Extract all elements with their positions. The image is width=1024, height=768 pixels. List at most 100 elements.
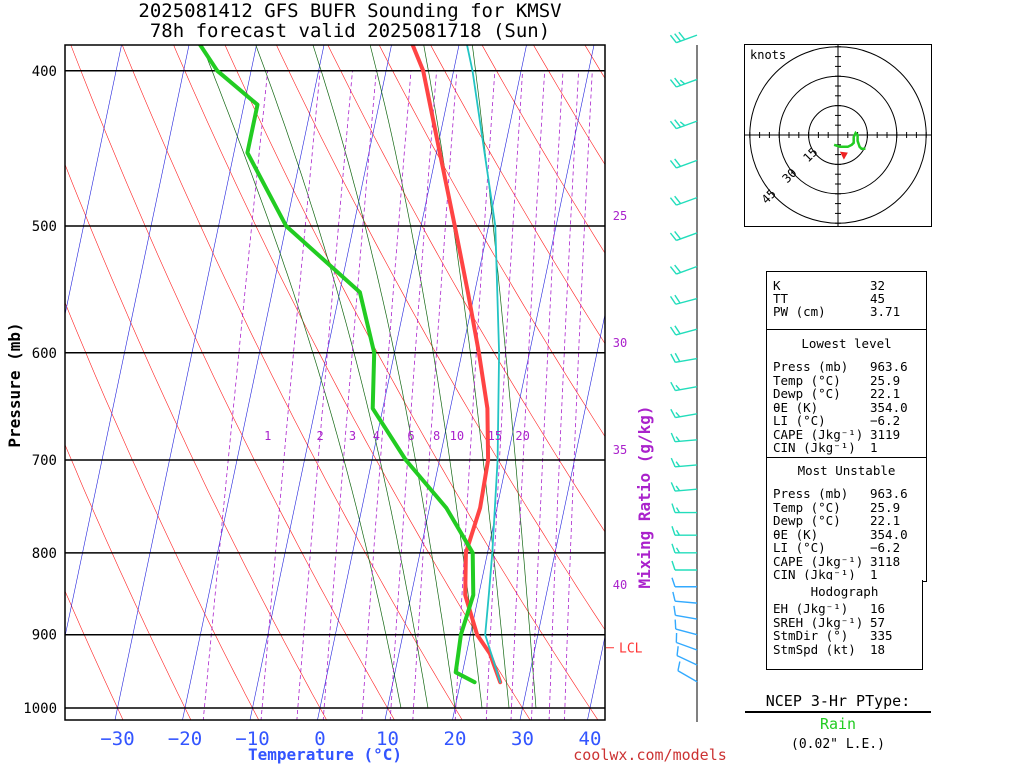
wind-barb <box>671 503 697 514</box>
barb-shaft <box>675 614 698 620</box>
barb-feather <box>674 619 677 630</box>
wind-barb <box>669 294 698 305</box>
lowest-level-row: CAPE (Jkg⁻¹) 3119 <box>773 428 920 441</box>
lowest-level-value: 22.1 <box>870 386 901 401</box>
ptype-title: NCEP 3-Hr PType: <box>765 692 911 710</box>
dry-adiabat <box>65 443 192 720</box>
hodograph-index-row: SREH (Jkg⁻¹) 57 <box>773 616 916 629</box>
most-unstable-title: Most Unstable <box>797 463 896 478</box>
pressure-tick-label: 700 <box>32 453 57 469</box>
mixing-ratio-line <box>296 70 353 720</box>
plot-frame <box>64 44 606 721</box>
hodograph-index-row: StmSpd (kt) 18 <box>773 643 916 656</box>
mixing-ratio-tick-label: 15 <box>488 429 502 443</box>
temperature-tick-label: 10 <box>376 728 399 750</box>
most-unstable-label: Temp (°C) <box>773 499 841 515</box>
index-label: TT <box>773 291 789 306</box>
wind-barb <box>672 591 698 604</box>
barb-shaft <box>676 265 698 275</box>
lowest-level-label: Press (mb) <box>773 359 849 374</box>
trace-dewpoint <box>197 45 477 685</box>
wind-barb <box>670 352 698 364</box>
lowest-level-value: −6.2 <box>870 413 901 428</box>
y-axis-label: Pressure (mb) <box>5 322 24 447</box>
hodograph-index-label: StmDir (°) <box>773 628 849 643</box>
x-axis-label: Temperature (°C) <box>248 745 402 764</box>
lowest-level-label: LI (°C) <box>773 413 826 428</box>
barb-feather <box>679 79 686 85</box>
most-unstable-label: CIN (Jkg⁻¹) <box>773 567 856 582</box>
temperature-tick-label: −20 <box>168 728 202 750</box>
wind-barb <box>670 482 698 492</box>
trace-temperature <box>410 45 503 685</box>
mixing-ratio-tick-label: 30 <box>613 336 627 350</box>
barb-shaft <box>676 655 698 666</box>
barb-feather <box>670 432 676 443</box>
barb-feather <box>675 384 681 391</box>
moist-adiabat <box>471 45 537 709</box>
dry-adiabat <box>276 45 605 631</box>
barb-feather <box>674 158 682 167</box>
most-unstable-label: LI (°C) <box>773 540 826 555</box>
barb-feather <box>674 325 681 335</box>
isotherm <box>0 0 274 768</box>
barb-feather <box>671 543 676 554</box>
barb-shaft <box>676 78 698 88</box>
index-value: 3.71 <box>870 304 901 319</box>
mixing-ratio-tick-label: 6 <box>407 429 414 443</box>
hodograph-index-value: 335 <box>870 628 893 643</box>
lowest-level-row: θE (K) 354.0 <box>773 401 920 414</box>
barb-feather <box>671 560 676 571</box>
most-unstable-row: Dewp (°C) 22.1 <box>773 514 920 527</box>
index-value: 32 <box>870 278 886 293</box>
most-unstable-row: CAPE (Jkg⁻¹) 3118 <box>773 555 920 568</box>
barb-feather <box>670 408 676 418</box>
wind-barb <box>671 577 697 588</box>
most-unstable-label: CAPE (Jkg⁻¹) <box>773 553 864 569</box>
most-unstable-row: θE (K) 354.0 <box>773 528 920 541</box>
barb-feather <box>673 605 677 616</box>
hodograph-title: Hodograph <box>810 584 879 599</box>
barb-feather <box>669 79 677 88</box>
most-unstable-value: 354.0 <box>870 526 908 542</box>
lowest-level-value: 25.9 <box>870 372 901 388</box>
hodograph-indices-panel: Hodograph EH (Jkg⁻¹) 16 SREH (Jkg⁻¹) 57 StmD… <box>766 580 923 670</box>
hodograph-index-label: EH (Jkg⁻¹) <box>773 601 849 616</box>
lowest-level-row: Temp (°C) 25.9 <box>773 374 920 387</box>
wind-barb <box>669 77 698 88</box>
barb-feather <box>677 661 681 671</box>
barb-shaft <box>675 600 698 604</box>
barb-shaft <box>675 488 698 492</box>
mixing-ratio-tick-label: 40 <box>613 578 627 592</box>
pressure-tick-label: 400 <box>32 64 57 80</box>
lowest-level-label: Temp (°C) <box>773 372 841 388</box>
hodograph-index-row: StmDir (°) 335 <box>773 629 916 642</box>
hodograph-trace <box>833 130 866 150</box>
isotherm <box>0 0 207 768</box>
barb-feather <box>675 507 681 513</box>
lowest-level-row: LI (°C) −6.2 <box>773 414 920 427</box>
mixing-ratio-line <box>564 70 593 720</box>
wind-barb <box>671 543 697 554</box>
wind-barb <box>675 632 698 651</box>
lowest-level-label: CIN (Jkg⁻¹) <box>773 440 856 455</box>
mixing-ratio-tick-label: 25 <box>613 209 627 223</box>
barb-feather <box>675 461 681 467</box>
barb-feather <box>669 120 677 130</box>
barb-feather <box>669 197 677 206</box>
most-unstable-value: 22.1 <box>870 513 901 528</box>
lowest-level-label: θE (K) <box>773 399 819 415</box>
wind-barb <box>673 605 698 620</box>
wind-barb <box>671 525 697 536</box>
barb-shaft <box>676 159 698 169</box>
most-unstable-value: 3118 <box>870 553 901 569</box>
barb-shaft <box>676 232 698 242</box>
pressure-tick-label: 600 <box>32 346 57 362</box>
index-label: PW (cm) <box>773 304 826 319</box>
wind-barb <box>670 381 698 392</box>
most-unstable-row: LI (°C) −6.2 <box>773 541 920 554</box>
barb-shaft <box>675 386 698 392</box>
hodograph-index-label: SREH (Jkg⁻¹) <box>773 614 864 630</box>
most-unstable-row: Temp (°C) 25.9 <box>773 501 920 514</box>
isotherm <box>114 45 257 720</box>
